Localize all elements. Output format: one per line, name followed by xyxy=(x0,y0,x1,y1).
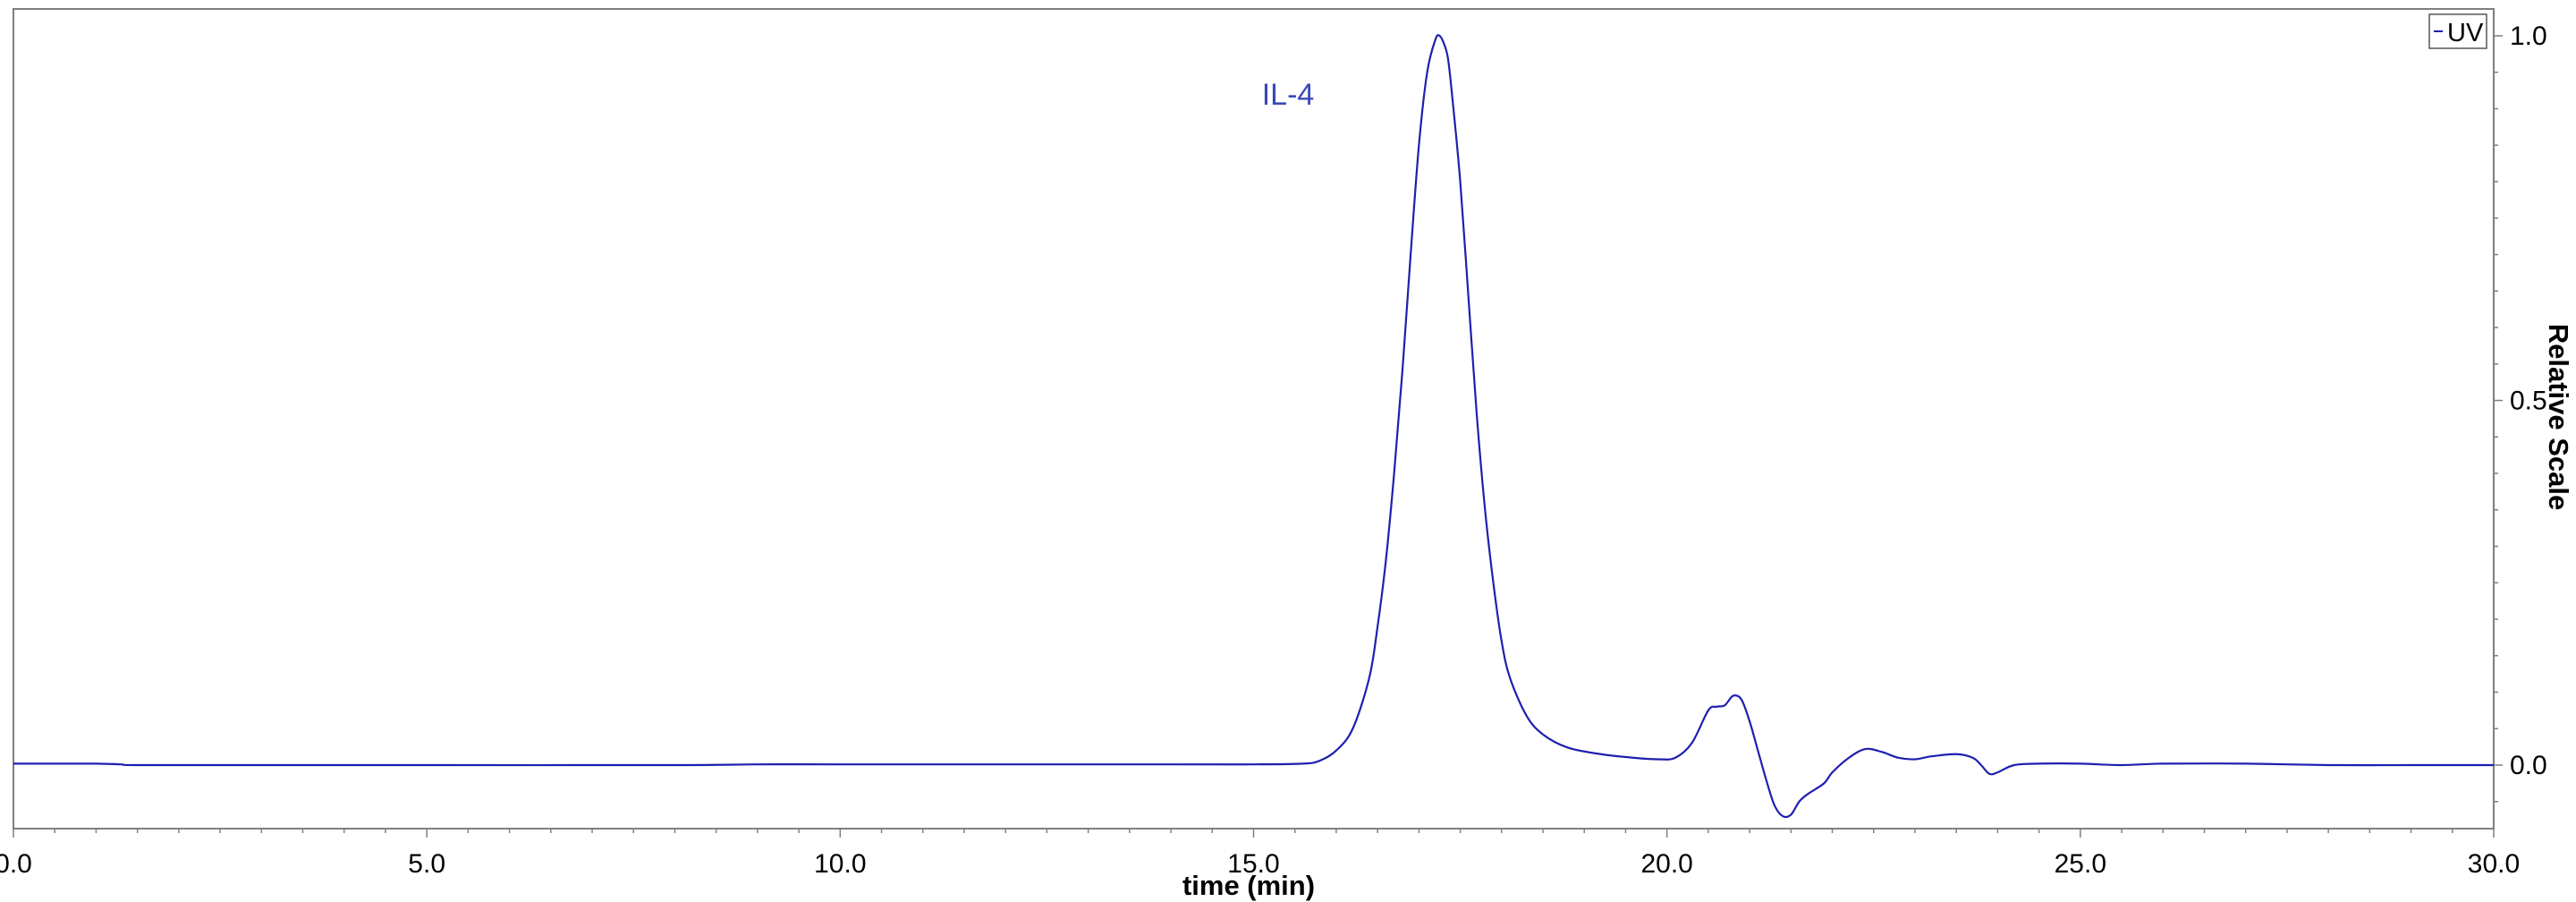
series-line-uv xyxy=(13,34,2494,819)
x-axis-ticks: 0.0 5.0 10.0 15.0 20.0 25.0 30.0 xyxy=(0,829,2520,879)
x-tick-label: 25.0 xyxy=(2055,849,2106,879)
x-tick-label: 5.0 xyxy=(408,849,445,879)
x-axis-title: time (min) xyxy=(1182,870,1315,901)
y-tick-label: 1.0 xyxy=(2510,21,2547,51)
x-tick-label: 30.0 xyxy=(2468,849,2520,879)
series-layer xyxy=(13,34,2494,819)
y-tick-label: 0.0 xyxy=(2510,751,2547,780)
x-tick-label: 10.0 xyxy=(814,849,866,879)
x-tick-label: 20.0 xyxy=(1640,849,1692,879)
x-tick-label: 0.0 xyxy=(0,849,32,879)
x-tick-label: 15.0 xyxy=(1227,849,1279,879)
plot-frame xyxy=(13,8,2495,830)
y-axis-title: Relative Scale xyxy=(2543,324,2574,511)
y-tick-label: 0.5 xyxy=(2510,387,2547,416)
annotation-layer: IL-4 xyxy=(1262,78,1315,112)
legend-entry-uv: UV xyxy=(2447,19,2484,47)
y-axis-ticks: 0.0 0.5 1.0 xyxy=(2494,21,2547,803)
peak-annotation: IL-4 xyxy=(1262,78,1315,112)
legend: UV xyxy=(2428,13,2487,49)
